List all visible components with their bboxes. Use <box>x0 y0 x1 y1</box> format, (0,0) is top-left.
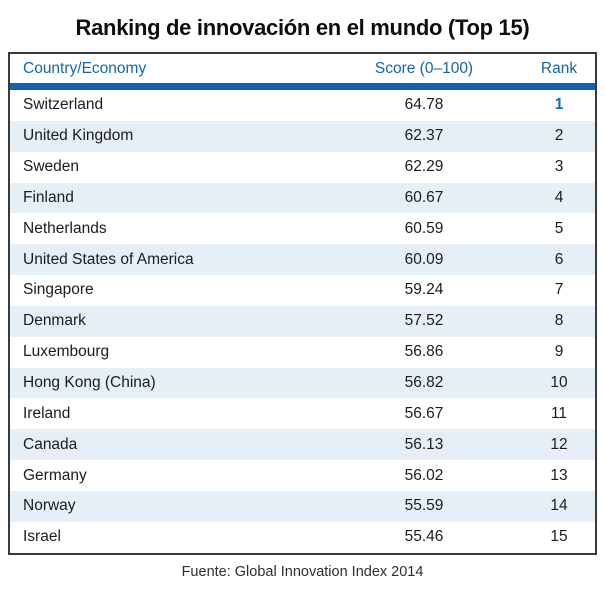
table-row: Norway 55.59 14 <box>10 490 595 522</box>
table-row: Sweden 62.29 3 <box>10 152 595 183</box>
rank-cell: 5 <box>554 219 564 237</box>
country-cell: Germany <box>23 466 87 484</box>
score-cell: 62.37 <box>404 127 444 145</box>
score-cell: 60.67 <box>404 188 444 206</box>
table-row: Singapore 59.24 7 <box>10 275 595 306</box>
table-header-row: Country/Economy Score (0–100) Rank <box>10 54 595 83</box>
country-cell: Luxembourg <box>23 343 110 361</box>
table-row: United States of America 60.09 6 <box>10 244 595 276</box>
rank-cell: 15 <box>550 528 568 546</box>
rank-cell: 9 <box>554 343 564 361</box>
rank-cell: 7 <box>554 281 564 299</box>
country-cell: Norway <box>23 497 76 515</box>
country-cell: Israel <box>23 528 61 546</box>
score-cell: 56.02 <box>404 466 444 484</box>
country-cell: United Kingdom <box>23 127 134 145</box>
table-row: United Kingdom 62.37 2 <box>10 120 595 152</box>
rank-cell: 12 <box>550 435 568 453</box>
score-cell: 55.59 <box>404 497 444 515</box>
score-cell: 55.46 <box>404 528 444 546</box>
score-cell: 56.86 <box>404 343 444 361</box>
rank-cell: 1 <box>554 96 564 114</box>
innovation-ranking-table: Country/Economy Score (0–100) Rank Switz… <box>8 52 597 555</box>
score-cell: 56.13 <box>404 435 444 453</box>
rank-cell: 3 <box>554 158 564 176</box>
table-row: Ireland 56.67 11 <box>10 398 595 429</box>
table-row: Denmark 57.52 8 <box>10 305 595 337</box>
table-row: Luxembourg 56.86 9 <box>10 337 595 368</box>
table-row: Netherlands 60.59 5 <box>10 213 595 244</box>
score-cell: 57.52 <box>404 312 444 330</box>
score-cell: 56.67 <box>404 404 444 422</box>
column-header-country: Country/Economy <box>23 59 147 77</box>
country-cell: Netherlands <box>23 219 107 237</box>
country-cell: Singapore <box>23 281 94 299</box>
rank-cell: 11 <box>550 404 568 422</box>
country-cell: Switzerland <box>23 96 104 114</box>
table-row: Hong Kong (China) 56.82 10 <box>10 367 595 399</box>
rank-cell: 2 <box>554 127 564 145</box>
rank-cell: 4 <box>554 188 564 206</box>
table-body: Switzerland 64.78 1 United Kingdom 62.37… <box>10 90 595 553</box>
country-cell: United States of America <box>23 250 194 268</box>
table-row: Germany 56.02 13 <box>10 460 595 491</box>
table-row: Canada 56.13 12 <box>10 429 595 461</box>
rank-cell: 8 <box>554 312 564 330</box>
source-caption: Fuente: Global Innovation Index 2014 <box>181 563 424 580</box>
rank-cell: 6 <box>554 250 564 268</box>
table-row: Switzerland 64.78 1 <box>10 90 595 121</box>
score-cell: 62.29 <box>404 158 444 176</box>
rank-cell: 14 <box>550 497 568 515</box>
country-cell: Ireland <box>23 404 71 422</box>
score-cell: 60.59 <box>404 219 444 237</box>
country-cell: Canada <box>23 435 78 453</box>
score-cell: 64.78 <box>404 96 444 114</box>
rank-cell: 13 <box>550 466 568 484</box>
country-cell: Sweden <box>23 158 80 176</box>
score-cell: 56.82 <box>404 374 444 392</box>
score-cell: 59.24 <box>404 281 444 299</box>
country-cell: Finland <box>23 188 74 206</box>
column-header-rank: Rank <box>540 59 578 77</box>
score-cell: 60.09 <box>404 250 444 268</box>
country-cell: Hong Kong (China) <box>23 374 156 392</box>
rank-cell: 10 <box>550 374 568 392</box>
table-row: Israel 55.46 15 <box>10 522 595 553</box>
column-header-score: Score (0–100) <box>374 59 474 77</box>
page: Ranking de innovación en el mundo (Top 1… <box>0 15 605 616</box>
page-title: Ranking de innovación en el mundo (Top 1… <box>75 15 530 40</box>
header-divider-bar <box>10 83 595 90</box>
table-row: Finland 60.67 4 <box>10 182 595 214</box>
country-cell: Denmark <box>23 312 86 330</box>
